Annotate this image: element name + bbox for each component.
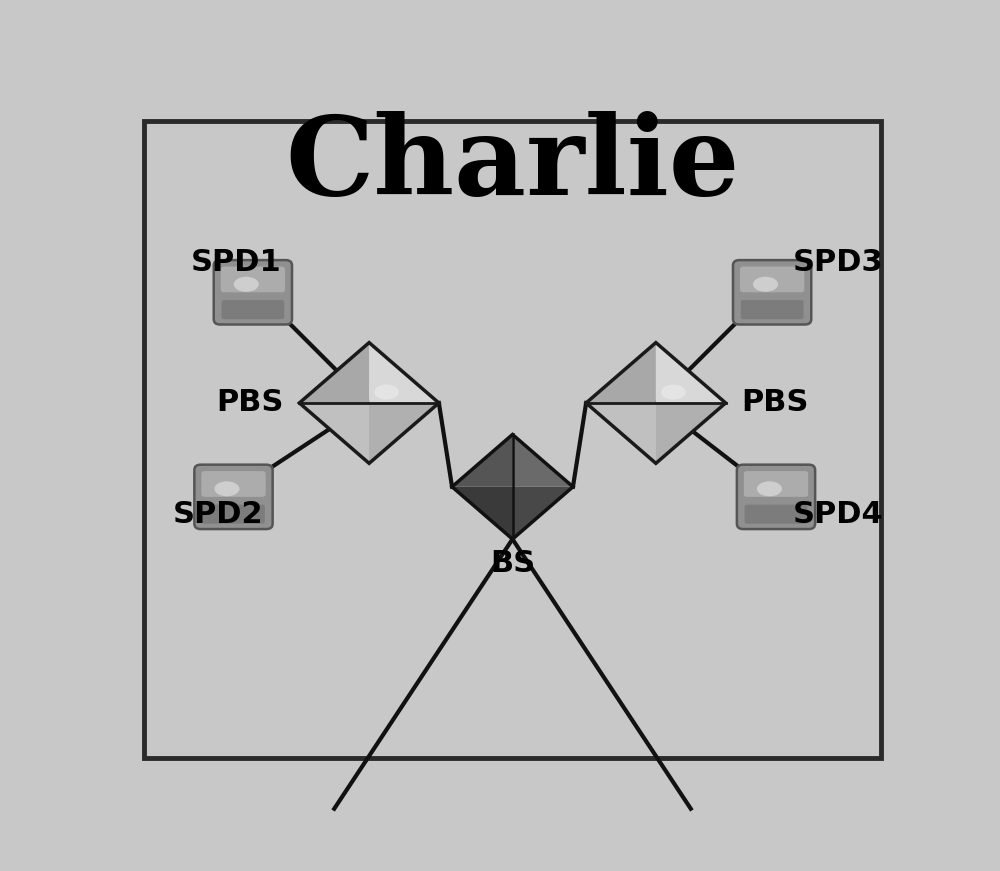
FancyBboxPatch shape: [221, 300, 284, 319]
Ellipse shape: [661, 385, 686, 400]
FancyBboxPatch shape: [737, 464, 815, 529]
Ellipse shape: [757, 482, 782, 496]
Text: BS: BS: [490, 549, 535, 577]
Polygon shape: [299, 342, 369, 403]
Ellipse shape: [214, 482, 239, 496]
Polygon shape: [452, 487, 512, 539]
FancyBboxPatch shape: [194, 464, 273, 529]
Text: SPD1: SPD1: [191, 247, 282, 277]
Ellipse shape: [234, 277, 259, 292]
Polygon shape: [656, 342, 726, 403]
Polygon shape: [586, 342, 656, 403]
Polygon shape: [586, 403, 656, 463]
FancyBboxPatch shape: [740, 267, 804, 293]
Text: SPD2: SPD2: [173, 501, 264, 530]
FancyBboxPatch shape: [744, 471, 808, 496]
Polygon shape: [656, 403, 726, 463]
FancyBboxPatch shape: [221, 267, 285, 293]
Ellipse shape: [374, 385, 399, 400]
Text: SPD3: SPD3: [793, 247, 884, 277]
Polygon shape: [452, 435, 512, 487]
Text: PBS: PBS: [216, 388, 284, 417]
Polygon shape: [299, 403, 369, 463]
Ellipse shape: [753, 277, 778, 292]
FancyBboxPatch shape: [214, 260, 292, 325]
Text: PBS: PBS: [741, 388, 808, 417]
Polygon shape: [369, 403, 439, 463]
FancyBboxPatch shape: [745, 504, 807, 523]
Text: Charlie: Charlie: [285, 111, 740, 219]
FancyBboxPatch shape: [201, 471, 266, 496]
Text: SPD4: SPD4: [793, 501, 884, 530]
FancyBboxPatch shape: [741, 300, 804, 319]
Polygon shape: [512, 435, 573, 487]
FancyBboxPatch shape: [733, 260, 811, 325]
Polygon shape: [512, 487, 573, 539]
Polygon shape: [369, 342, 439, 403]
FancyBboxPatch shape: [202, 504, 265, 523]
